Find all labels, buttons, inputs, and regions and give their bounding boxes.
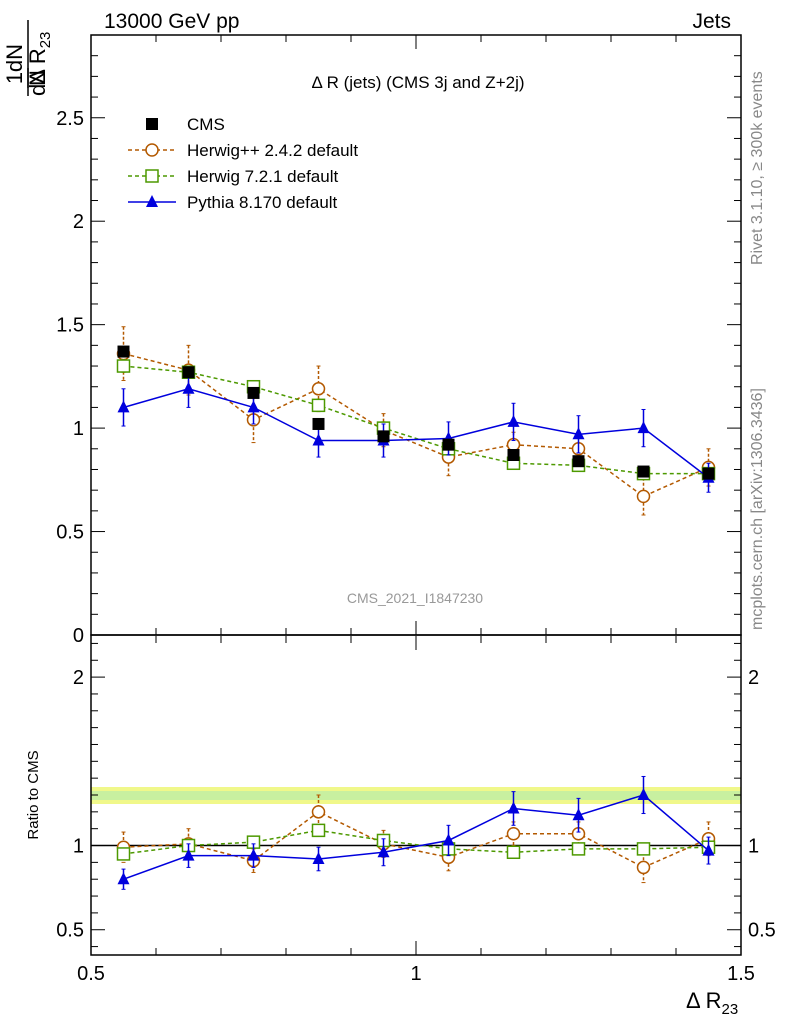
legend-label: Pythia 8.170 default — [187, 193, 338, 212]
legend-entry: Herwig++ 2.4.2 default — [128, 141, 358, 160]
data-point — [116, 359, 131, 373]
y-tick-label: 0 — [73, 625, 84, 647]
data-point — [572, 808, 585, 821]
legend-marker — [145, 169, 159, 183]
series-line — [123, 352, 709, 498]
legend-entry: Pythia 8.170 default — [128, 193, 338, 212]
data-point — [637, 788, 650, 800]
y-tick-label: 0.5 — [56, 522, 84, 544]
data-point — [182, 381, 195, 394]
data-point — [117, 872, 130, 885]
data-point — [311, 398, 326, 413]
legend-entry: CMS — [146, 115, 225, 134]
data-point — [571, 842, 586, 856]
x-tick-label: 1.5 — [727, 963, 755, 985]
data-point — [506, 845, 521, 860]
data-point — [311, 823, 326, 838]
data-point — [507, 414, 520, 427]
ratio-y-tick-label: 2 — [73, 667, 84, 689]
ratio-y-tick-label: 1 — [73, 836, 84, 858]
x-tick-label: 1 — [410, 963, 421, 985]
data-point — [117, 400, 130, 413]
legend-marker — [146, 118, 158, 130]
data-point — [507, 449, 520, 461]
ratio-y-tick-label-right: 2 — [748, 667, 759, 689]
ylabel-frac-num: dN — [2, 44, 27, 72]
ylabel-num: 1 — [2, 72, 27, 84]
legend-label: CMS — [187, 115, 225, 134]
data-point — [182, 366, 195, 379]
data-point — [637, 421, 650, 434]
ratio-band-inner — [91, 791, 741, 800]
data-point — [506, 826, 521, 841]
series-2 — [116, 359, 716, 861]
legend: CMS Herwig++ 2.4.2 default Herwig 7.2.1 de… — [128, 115, 358, 212]
data-point — [312, 433, 325, 446]
y-tick-label: 1 — [73, 418, 84, 440]
series-line — [123, 365, 709, 475]
ratio-y-tick-label-right: 0.5 — [748, 920, 776, 942]
data-point — [702, 467, 715, 480]
data-point — [702, 843, 715, 856]
mcplots-label: mcplots.cern.ch [arXiv:1306.3436] — [749, 388, 766, 630]
ylabel-den: N — [25, 70, 50, 86]
data-point — [247, 386, 260, 399]
chart-title: Δ R (jets) (CMS 3j and Z+2j) — [311, 73, 524, 92]
series-line — [123, 810, 709, 869]
ratio-y-tick-label: 0.5 — [56, 920, 84, 942]
data-point — [116, 847, 131, 861]
header-right-label: Jets — [692, 10, 731, 33]
data-point — [377, 845, 390, 858]
legend-entry: Herwig 7.2.1 default — [128, 167, 338, 186]
y-tick-label: 2 — [73, 211, 84, 233]
data-point — [507, 801, 520, 814]
data-point — [572, 427, 585, 440]
data-point — [377, 430, 390, 443]
data-point — [442, 833, 455, 846]
series-0 — [117, 345, 715, 480]
data-point — [247, 400, 260, 413]
data-point — [117, 345, 130, 358]
series-line — [123, 388, 709, 479]
legend-marker — [146, 195, 158, 207]
legend-label: Herwig++ 2.4.2 default — [187, 141, 358, 160]
x-tick-label: 0.5 — [77, 963, 105, 985]
legend-marker — [145, 143, 159, 157]
data-point — [572, 455, 585, 468]
y-tick-label: 1.5 — [56, 315, 84, 337]
data-point — [636, 489, 651, 504]
series-3 — [117, 369, 715, 890]
data-point — [636, 842, 651, 856]
xlabel: Δ R23 — [686, 988, 738, 1018]
legend-label: Herwig 7.2.1 default — [187, 167, 338, 186]
header-left-label: 13000 GeV pp — [104, 10, 239, 33]
watermark: CMS_2021_I1847230 — [347, 590, 483, 606]
data-point — [637, 465, 650, 478]
series-line — [123, 829, 709, 855]
main-ylabel: 1 N dN dΔ R23 — [2, 20, 54, 96]
data-point — [636, 860, 651, 875]
series-line — [123, 794, 709, 880]
data-point — [247, 848, 260, 861]
ratio-y-tick-label-right: 1 — [748, 836, 759, 858]
rivet-label: Rivet 3.1.10, ≥ 300k events — [749, 71, 766, 265]
data-point — [442, 438, 455, 451]
data-point — [312, 852, 325, 864]
y-tick-label: 2.5 — [56, 108, 84, 130]
data-point — [311, 805, 326, 819]
data-point — [182, 848, 195, 861]
ratio-ylabel: Ratio to CMS — [25, 750, 42, 839]
ylabel-frac-den: dΔ R23 — [25, 32, 54, 96]
data-point — [311, 382, 326, 396]
data-point — [312, 417, 325, 430]
